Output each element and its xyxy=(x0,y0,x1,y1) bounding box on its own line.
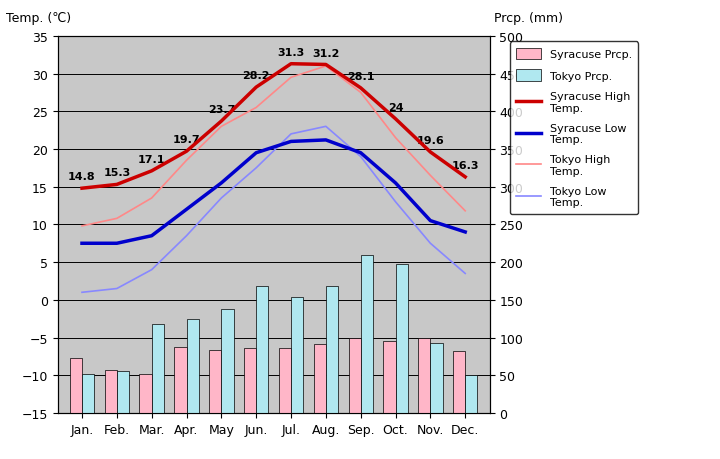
Bar xyxy=(361,255,373,413)
Bar xyxy=(221,309,233,413)
Bar xyxy=(418,338,431,413)
Bar xyxy=(256,286,269,413)
Bar xyxy=(383,341,395,413)
Bar xyxy=(140,374,152,413)
Bar xyxy=(152,324,164,413)
Text: 17.1: 17.1 xyxy=(138,155,166,164)
Bar xyxy=(395,265,408,413)
Bar xyxy=(70,358,82,413)
Text: 16.3: 16.3 xyxy=(451,161,479,171)
Text: 19.6: 19.6 xyxy=(416,136,444,146)
Bar xyxy=(244,348,256,413)
Text: 31.3: 31.3 xyxy=(277,48,305,58)
Text: 31.2: 31.2 xyxy=(312,48,340,58)
Bar xyxy=(326,286,338,413)
Bar xyxy=(104,370,117,413)
Bar xyxy=(431,343,443,413)
Text: Prcp. (mm): Prcp. (mm) xyxy=(494,12,563,25)
Text: 15.3: 15.3 xyxy=(103,168,130,178)
Text: 28.1: 28.1 xyxy=(347,72,374,82)
Bar xyxy=(209,350,221,413)
Bar xyxy=(186,319,199,413)
Bar xyxy=(453,352,465,413)
Bar xyxy=(174,347,186,413)
Text: 19.7: 19.7 xyxy=(173,135,200,145)
Bar xyxy=(314,345,326,413)
Text: 28.2: 28.2 xyxy=(243,71,270,81)
Bar xyxy=(291,297,303,413)
Text: Temp. (℃): Temp. (℃) xyxy=(6,12,71,25)
Bar xyxy=(279,348,291,413)
Bar xyxy=(465,375,477,413)
Bar xyxy=(82,374,94,413)
Text: 14.8: 14.8 xyxy=(68,172,96,182)
Legend: Syracuse Prcp., Tokyo Prcp., Syracuse High
Temp., Syracuse Low
Temp., Tokyo High: Syracuse Prcp., Tokyo Prcp., Syracuse Hi… xyxy=(510,42,639,214)
Bar xyxy=(117,371,129,413)
Bar xyxy=(348,338,361,413)
Text: 23.7: 23.7 xyxy=(207,105,235,115)
Text: 24: 24 xyxy=(388,103,403,112)
